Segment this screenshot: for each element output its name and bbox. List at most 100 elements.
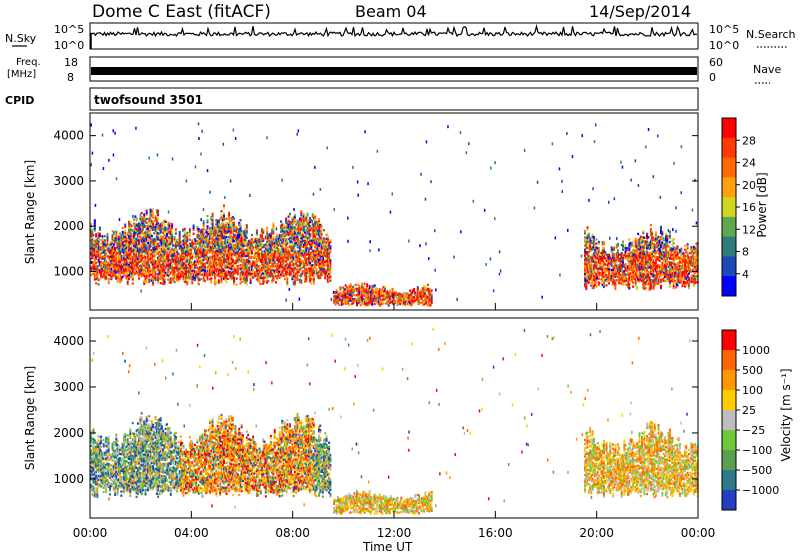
echo-cell xyxy=(299,217,301,220)
echo-cell xyxy=(297,224,300,227)
echo-cell xyxy=(211,231,214,234)
echo-cell xyxy=(122,259,125,262)
echo-cell xyxy=(124,262,127,265)
echo-cell xyxy=(242,277,244,280)
echo-cell xyxy=(148,244,151,247)
echo-cell xyxy=(136,261,139,265)
echo-cell xyxy=(358,297,361,300)
echo-cell xyxy=(185,260,187,263)
echo-cell xyxy=(215,257,218,261)
echo-cell xyxy=(273,245,276,248)
echo-cell xyxy=(304,215,307,218)
echo-cell xyxy=(296,256,299,259)
echo-cell xyxy=(329,275,332,278)
echo-cell xyxy=(587,271,590,274)
echo-cell xyxy=(269,246,272,249)
echo-cell xyxy=(238,246,241,249)
echo-cell xyxy=(369,302,372,305)
echo-cell xyxy=(292,244,295,247)
echo-cell xyxy=(633,253,636,256)
echo-cell xyxy=(226,263,229,266)
echo-cell xyxy=(424,288,427,291)
echo-cell xyxy=(596,261,599,264)
echo-cell xyxy=(399,298,402,302)
echo-cell xyxy=(310,282,313,285)
echo-cell xyxy=(624,250,627,254)
echo-cell xyxy=(160,227,163,230)
echo-cell xyxy=(135,239,138,243)
echo-cell xyxy=(114,237,117,240)
echo-cell xyxy=(357,302,360,305)
echo-cell xyxy=(352,289,355,293)
echo-cell xyxy=(106,234,109,238)
echo-cell xyxy=(139,256,142,259)
echo-cell xyxy=(318,262,320,266)
echo-cell xyxy=(282,236,285,239)
echo-cell xyxy=(314,223,317,226)
echo-cell xyxy=(97,260,100,264)
echo-cell xyxy=(606,265,609,269)
echo-cell xyxy=(188,263,191,266)
echo-cell xyxy=(97,264,100,268)
echo-cell xyxy=(134,258,137,261)
echo-cell xyxy=(295,252,298,255)
echo-cell xyxy=(228,225,231,229)
echo-cell xyxy=(124,274,127,277)
echo-cell xyxy=(144,276,147,279)
echo-cell xyxy=(259,242,262,245)
echo-cell xyxy=(223,206,225,209)
echo-cell xyxy=(280,230,282,233)
echo-cell xyxy=(119,244,122,247)
echo-cell xyxy=(295,272,298,275)
echo-cell xyxy=(286,246,289,249)
echo-cell xyxy=(148,270,151,273)
echo-cell xyxy=(328,246,331,249)
echo-cell xyxy=(111,237,114,241)
echo-cell xyxy=(249,255,252,258)
echo-cell xyxy=(285,250,288,253)
echo-cell xyxy=(200,249,203,252)
echo-cell xyxy=(144,261,147,265)
echo-cell xyxy=(285,274,288,277)
echo-cell xyxy=(272,230,275,233)
echo-cell xyxy=(224,237,227,241)
echo-cell xyxy=(128,243,130,246)
echo-cell xyxy=(302,213,305,216)
echo-cell xyxy=(606,263,609,266)
echo-cell xyxy=(138,277,141,280)
echo-cell xyxy=(210,236,213,239)
echo-cell xyxy=(613,259,616,262)
echo-cell xyxy=(167,270,170,273)
echo-cell xyxy=(250,250,253,253)
echo-cell xyxy=(238,242,241,245)
echo-cell xyxy=(381,300,384,303)
echo-cell xyxy=(158,256,161,260)
echo-cell xyxy=(198,272,201,275)
echo-cell xyxy=(610,270,613,273)
echo-cell xyxy=(112,269,115,273)
echo-cell xyxy=(202,240,205,243)
echo-cell xyxy=(406,294,409,297)
echo-cell xyxy=(411,297,414,301)
echo-cell xyxy=(286,250,289,253)
echo-cell xyxy=(126,262,129,265)
echo-cell xyxy=(212,230,215,233)
echo-cell xyxy=(589,265,592,268)
echo-cell xyxy=(150,277,153,280)
echo-cell xyxy=(276,258,279,262)
echo-cell xyxy=(229,250,232,253)
echo-cell xyxy=(627,283,630,286)
echo-cell xyxy=(174,260,177,264)
echo-cell xyxy=(204,235,206,238)
echo-cell xyxy=(215,274,218,277)
echo-cell xyxy=(130,234,133,238)
echo-cell xyxy=(204,265,206,268)
echo-cell xyxy=(163,252,166,255)
echo-cell xyxy=(234,225,237,228)
echo-cell xyxy=(316,257,319,261)
echo-cell xyxy=(286,273,289,276)
echo-cell xyxy=(301,253,304,257)
echo-cell xyxy=(98,228,101,231)
echo-cell xyxy=(190,252,193,255)
echo-cell xyxy=(586,259,589,262)
